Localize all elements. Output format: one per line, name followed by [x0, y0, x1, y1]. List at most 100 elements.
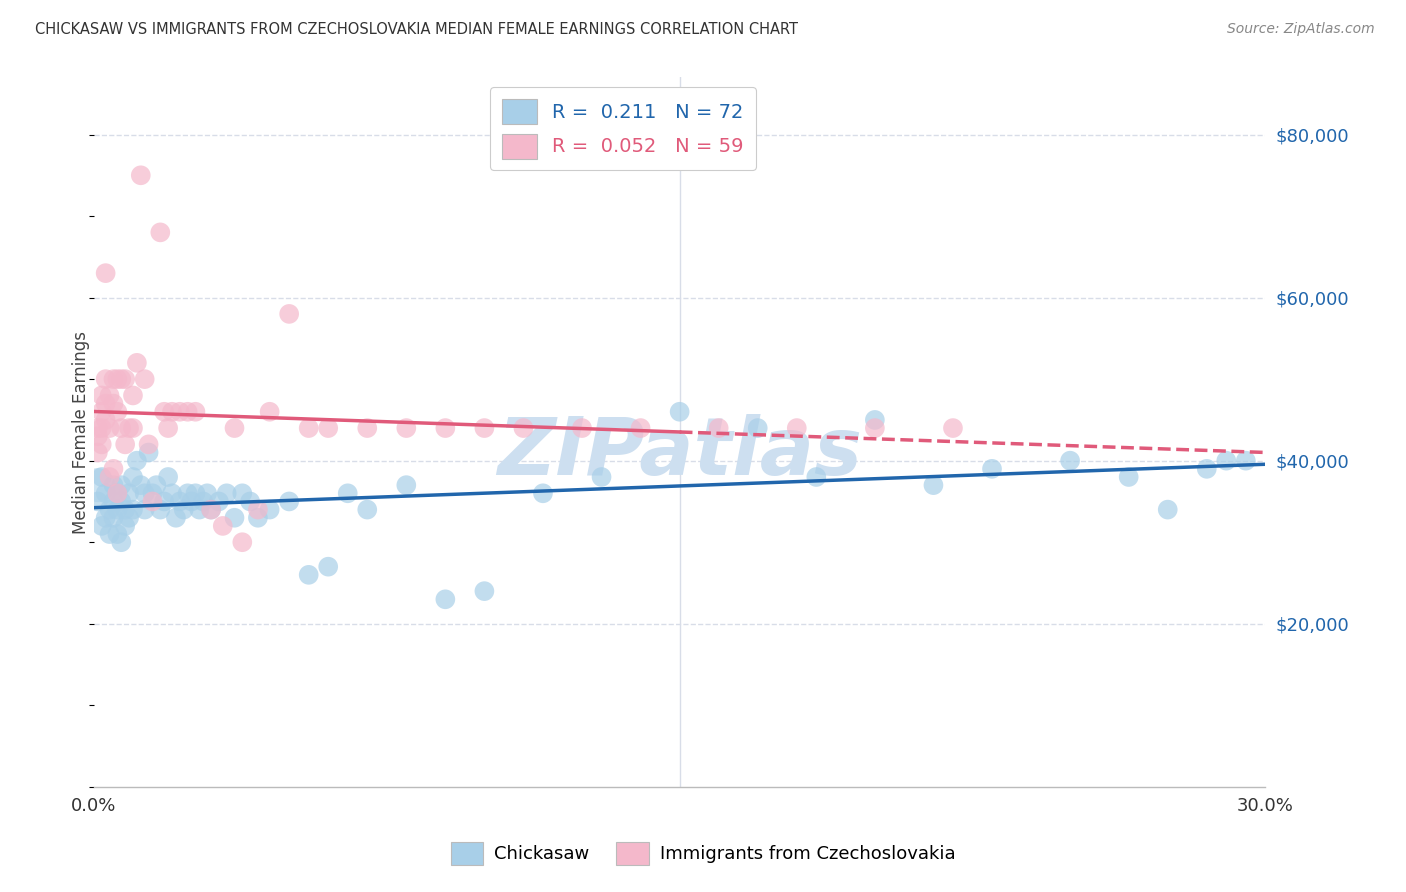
Point: [110, 372, 132, 386]
Point: [87, 421, 110, 435]
Point: [1118, 470, 1140, 484]
Point: [98, 388, 121, 402]
Point: [1215, 453, 1237, 467]
Point: [90, 405, 112, 419]
Point: [278, 494, 301, 508]
Point: [208, 494, 231, 508]
Point: [184, 405, 207, 419]
Point: [103, 494, 125, 508]
Point: [118, 510, 141, 524]
Point: [129, 169, 152, 183]
Point: [1195, 462, 1218, 476]
Point: [90, 437, 112, 451]
Point: [246, 502, 269, 516]
Point: [434, 421, 457, 435]
Text: CHICKASAW VS IMMIGRANTS FROM CZECHOSLOVAKIA MEDIAN FEMALE EARNINGS CORRELATION C: CHICKASAW VS IMMIGRANTS FROM CZECHOSLOVA…: [35, 22, 799, 37]
Point: [94, 266, 117, 280]
Point: [395, 421, 418, 435]
Point: [98, 502, 121, 516]
Point: [153, 405, 176, 419]
Point: [98, 527, 121, 541]
Point: [114, 372, 136, 386]
Point: [176, 486, 198, 500]
Point: [165, 510, 187, 524]
Text: Source: ZipAtlas.com: Source: ZipAtlas.com: [1227, 22, 1375, 37]
Point: [90, 388, 112, 402]
Point: [863, 421, 886, 435]
Point: [90, 519, 112, 533]
Point: [134, 372, 156, 386]
Point: [591, 470, 613, 484]
Point: [103, 462, 125, 476]
Point: [141, 494, 163, 508]
Point: [103, 396, 125, 410]
Point: [200, 502, 222, 516]
Point: [571, 421, 593, 435]
Point: [786, 421, 808, 435]
Point: [160, 405, 183, 419]
Point: [114, 519, 136, 533]
Point: [94, 413, 117, 427]
Point: [138, 437, 160, 451]
Point: [224, 510, 246, 524]
Point: [193, 494, 215, 508]
Point: [105, 486, 128, 500]
Point: [259, 502, 281, 516]
Point: [110, 535, 132, 549]
Point: [122, 388, 145, 402]
Point: [173, 502, 195, 516]
Point: [98, 421, 121, 435]
Point: [105, 502, 128, 516]
Point: [747, 421, 769, 435]
Point: [434, 592, 457, 607]
Point: [942, 421, 965, 435]
Point: [105, 486, 128, 500]
Point: [134, 502, 156, 516]
Point: [157, 470, 180, 484]
Point: [215, 486, 238, 500]
Point: [87, 429, 110, 443]
Point: [246, 510, 269, 524]
Point: [184, 486, 207, 500]
Point: [298, 567, 321, 582]
Point: [169, 494, 191, 508]
Point: [231, 535, 253, 549]
Point: [122, 502, 145, 516]
Point: [138, 445, 160, 459]
Point: [630, 421, 652, 435]
Point: [114, 502, 136, 516]
Point: [224, 421, 246, 435]
Point: [94, 510, 117, 524]
Point: [259, 405, 281, 419]
Point: [125, 356, 148, 370]
Point: [531, 486, 554, 500]
Point: [180, 494, 202, 508]
Point: [169, 405, 191, 419]
Point: [103, 372, 125, 386]
Point: [1234, 453, 1257, 467]
Point: [103, 478, 125, 492]
Point: [195, 486, 218, 500]
Point: [231, 486, 253, 500]
Point: [336, 486, 359, 500]
Point: [239, 494, 262, 508]
Point: [512, 421, 534, 435]
Point: [668, 405, 690, 419]
Point: [94, 372, 117, 386]
Point: [153, 494, 176, 508]
Point: [94, 396, 117, 410]
Point: [145, 478, 167, 492]
Point: [103, 510, 125, 524]
Point: [298, 421, 321, 435]
Point: [129, 478, 152, 492]
Point: [105, 372, 128, 386]
Point: [141, 486, 163, 500]
Point: [118, 486, 141, 500]
Y-axis label: Median Female Earnings: Median Female Earnings: [72, 331, 90, 533]
Point: [356, 421, 378, 435]
Point: [200, 502, 222, 516]
Point: [474, 584, 496, 599]
Point: [87, 478, 110, 492]
Point: [110, 421, 132, 435]
Point: [474, 421, 496, 435]
